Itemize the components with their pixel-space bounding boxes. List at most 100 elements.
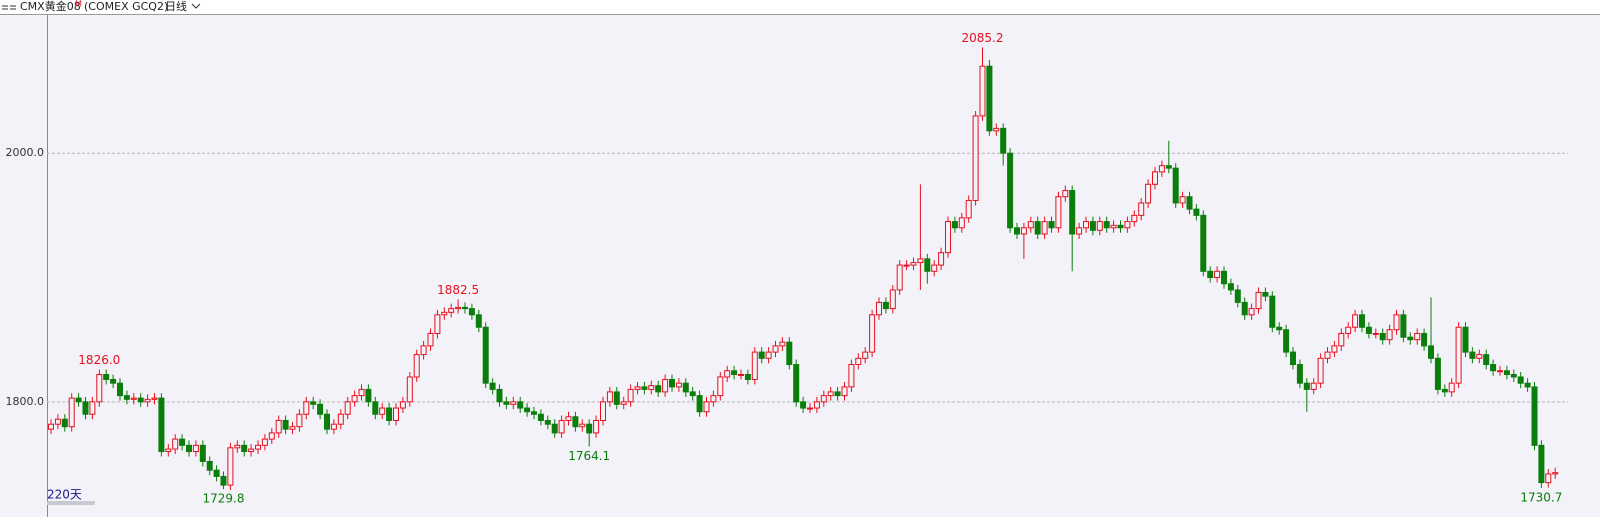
candle-body — [738, 373, 744, 376]
candle-body — [1027, 221, 1034, 229]
candle-body — [958, 217, 965, 229]
candle-body — [386, 407, 393, 421]
candle-body — [317, 403, 324, 415]
candle-body — [744, 373, 751, 380]
candle-body — [848, 364, 855, 388]
candle-body — [1048, 221, 1055, 229]
candle-body — [89, 401, 96, 415]
candle-body — [172, 438, 179, 450]
candle-body — [1014, 227, 1020, 235]
candle-body — [324, 413, 330, 430]
candle-body — [1462, 326, 1469, 353]
candle-body — [379, 407, 386, 415]
candle-body — [793, 364, 800, 403]
candle-body — [1531, 386, 1538, 446]
candle-body — [869, 314, 876, 353]
candle-body — [1041, 221, 1048, 235]
candle-body — [462, 306, 468, 310]
candle-body — [303, 401, 310, 415]
candle-body — [227, 447, 234, 486]
header: CMX黄金08 M (COMEX GCQ2) 日线 — [2, 0, 201, 13]
candle-body — [1448, 382, 1455, 393]
candle-body — [945, 221, 951, 254]
candle-body — [1241, 301, 1248, 316]
candle-body — [669, 378, 675, 388]
candle-body — [406, 376, 413, 403]
candle-body — [296, 413, 303, 428]
candle-body — [703, 401, 710, 413]
period-selector[interactable]: 日线 — [165, 0, 187, 13]
candle-body — [1158, 165, 1165, 173]
candle-body — [468, 308, 475, 316]
candle-body — [772, 345, 779, 353]
candle-body — [951, 221, 958, 229]
candle-body — [117, 382, 123, 397]
candle-body — [441, 311, 448, 316]
candle-body — [1290, 351, 1296, 366]
candle-body — [137, 397, 144, 403]
candle-body — [510, 401, 517, 405]
candle-body — [1421, 332, 1428, 347]
candle-body — [1055, 196, 1062, 229]
candle-body — [1524, 382, 1531, 388]
candle-body — [1545, 473, 1552, 484]
candle-body — [517, 401, 524, 409]
candle-body — [489, 382, 496, 390]
candle-body — [186, 444, 192, 453]
candle-body — [199, 444, 206, 462]
candle-body — [876, 301, 882, 316]
candle-body — [862, 351, 869, 359]
candle-body — [1379, 332, 1386, 341]
candle-body — [924, 258, 931, 272]
candle-body — [965, 199, 972, 219]
candle-body — [1303, 382, 1310, 390]
candle-body — [1503, 370, 1510, 375]
scrollbar[interactable] — [47, 501, 95, 505]
dropdown-arrow[interactable] — [191, 3, 201, 9]
candle-body — [882, 301, 889, 310]
candle-body — [579, 423, 586, 428]
candle-body — [151, 397, 158, 400]
candle-body — [565, 416, 572, 421]
candle-body — [620, 401, 627, 405]
candle-body — [1324, 351, 1331, 359]
candle-body — [482, 326, 489, 384]
candle-body — [1207, 270, 1214, 279]
candle-body — [179, 438, 186, 446]
candle-body — [1517, 376, 1524, 384]
candle-body — [393, 407, 399, 421]
candle-body — [130, 397, 137, 400]
candle-body — [1365, 326, 1372, 334]
candle-body — [1345, 326, 1352, 334]
candle-body — [1145, 183, 1152, 204]
candle-body — [813, 401, 820, 409]
candle-body — [399, 401, 406, 409]
candle-body — [606, 391, 613, 403]
extreme-label: 1729.8 — [203, 492, 245, 506]
candle-body — [1393, 314, 1400, 331]
candle-body — [434, 314, 441, 334]
candle-body — [1020, 227, 1027, 235]
title-sup: M — [75, 0, 82, 9]
candle-body — [1193, 208, 1200, 216]
candle-body — [1234, 289, 1241, 303]
candle-body — [648, 385, 655, 390]
candle-body — [834, 391, 841, 397]
candle-body — [268, 432, 275, 440]
candle-body — [1152, 171, 1158, 185]
candle-body — [1227, 283, 1234, 291]
candle-body — [1476, 354, 1483, 359]
candle-body — [986, 65, 993, 132]
candle-body — [1179, 196, 1186, 204]
link-icon[interactable] — [2, 5, 16, 10]
candle-body — [1110, 224, 1117, 229]
candle-body — [827, 391, 834, 397]
candle-body — [903, 264, 910, 267]
candle-body — [1296, 364, 1303, 384]
candle-body — [1186, 196, 1193, 210]
candle-body — [896, 264, 903, 291]
candle-body — [82, 401, 89, 415]
candle-body — [558, 419, 565, 434]
candle-body — [841, 386, 848, 397]
candle-body — [889, 289, 896, 310]
